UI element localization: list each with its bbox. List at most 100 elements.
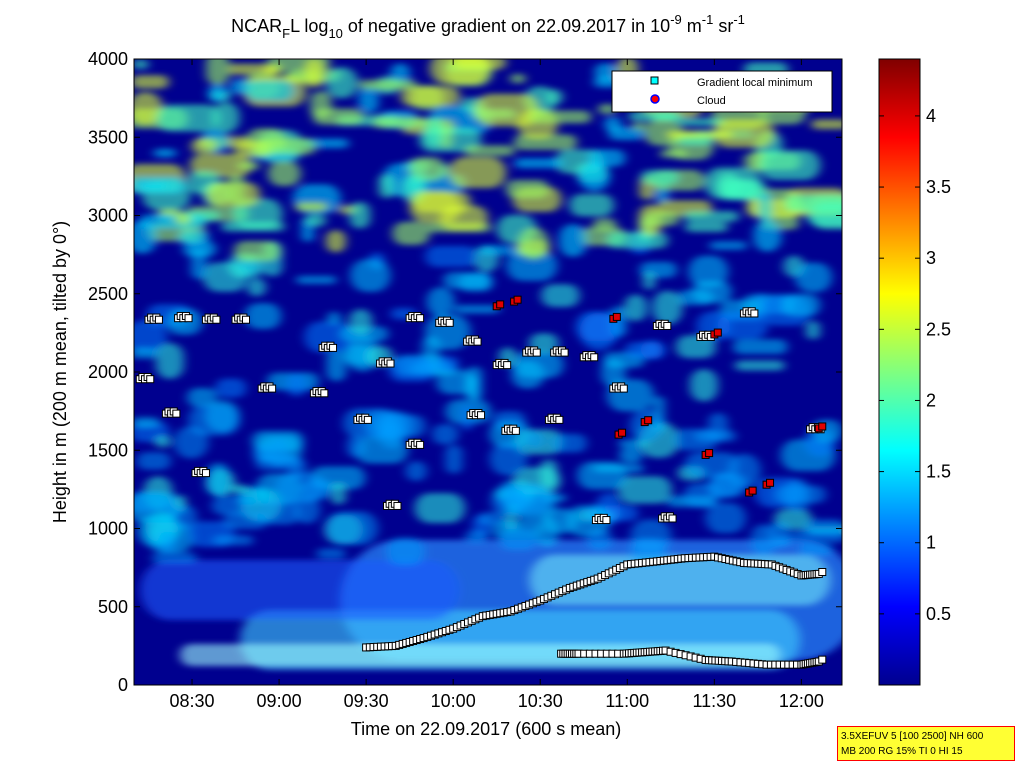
y-tick-label: 4000 bbox=[88, 49, 128, 69]
heat-cell bbox=[211, 496, 256, 515]
x-axis-label: Time on 22.09.2017 (600 s mean) bbox=[351, 719, 622, 739]
heat-cell bbox=[134, 320, 168, 354]
heat-cell bbox=[541, 284, 580, 307]
cloud-marker bbox=[713, 328, 722, 337]
heat-cell bbox=[625, 342, 665, 359]
heat-cell bbox=[187, 388, 217, 407]
heat-cell bbox=[134, 347, 158, 359]
heat-cell bbox=[454, 304, 500, 314]
marker-layer bbox=[135, 295, 827, 669]
heat-cell bbox=[244, 303, 282, 330]
heat-cell bbox=[518, 227, 549, 261]
heat-cell bbox=[758, 192, 772, 223]
heat-cell bbox=[514, 158, 563, 169]
y-axis: 0 500 1000 1500 2000 2500 3000 3500 4000 bbox=[88, 49, 842, 695]
gradient-minimum-marker bbox=[386, 359, 395, 368]
heat-cell bbox=[506, 250, 558, 281]
heat-cell bbox=[586, 528, 613, 551]
heat-cell bbox=[717, 311, 769, 340]
heat-cell bbox=[784, 194, 842, 212]
info-line-1: 3.5XEFUV 5 [100 2500] NH 600 bbox=[841, 731, 984, 742]
heat-cell bbox=[346, 434, 366, 458]
heat-cell bbox=[386, 537, 425, 566]
heat-cell bbox=[753, 220, 782, 252]
heat-cell bbox=[326, 349, 347, 382]
heat-cell bbox=[707, 473, 741, 499]
heat-cell bbox=[358, 85, 379, 114]
heat-cell bbox=[466, 375, 478, 400]
heat-cell bbox=[152, 552, 197, 564]
heat-cell bbox=[359, 79, 417, 90]
gradient-minimum-marker bbox=[818, 568, 827, 577]
heat-cell bbox=[174, 505, 197, 531]
gradient-minimum-marker bbox=[503, 361, 512, 370]
heat-cell bbox=[134, 492, 168, 513]
heat-cell bbox=[673, 428, 718, 451]
colorbar-tick-label: 2.5 bbox=[926, 319, 951, 339]
x-tick-label: 10:00 bbox=[431, 691, 476, 711]
heat-cell bbox=[798, 542, 834, 557]
gradient-minimum-marker bbox=[416, 440, 425, 449]
heat-cell bbox=[660, 149, 687, 158]
heat-cell bbox=[213, 535, 253, 546]
heat-cell bbox=[208, 83, 228, 102]
heat-cell bbox=[510, 73, 526, 84]
heat-cell bbox=[443, 272, 492, 289]
gradient-minimum-marker bbox=[445, 318, 454, 327]
heat-cell bbox=[159, 531, 176, 554]
y-tick-label: 3000 bbox=[88, 206, 128, 226]
heat-cell bbox=[805, 320, 821, 340]
y-tick-label: 1000 bbox=[88, 519, 128, 539]
heat-cell bbox=[525, 431, 545, 449]
heat-cell bbox=[795, 262, 832, 293]
heat-cell bbox=[349, 309, 373, 335]
heat-cell bbox=[578, 161, 610, 192]
heat-cell bbox=[705, 503, 746, 534]
colorbar-ticks: 0.5 1 1.5 2 2.5 3 3.5 4 bbox=[879, 106, 951, 624]
heat-cell bbox=[349, 201, 371, 229]
gradient-minimum-marker bbox=[184, 314, 193, 323]
heat-cell bbox=[388, 356, 436, 382]
heat-cell bbox=[425, 245, 477, 267]
colorbar: 0.5 1 1.5 2 2.5 3 3.5 4 bbox=[878, 58, 951, 686]
heat-cell bbox=[811, 119, 842, 130]
gradient-minimum-marker bbox=[668, 514, 677, 523]
heat-cell bbox=[285, 373, 308, 397]
cloud-marker bbox=[618, 428, 627, 437]
cloud-marker bbox=[612, 312, 621, 321]
heat-cell bbox=[183, 241, 216, 257]
gradient-minimum-marker bbox=[154, 315, 163, 324]
gradient-minimum-marker bbox=[663, 321, 672, 330]
heat-cell bbox=[153, 148, 177, 158]
cloud-marker bbox=[748, 486, 757, 495]
heat-cell bbox=[684, 452, 739, 478]
y-tick-label: 500 bbox=[98, 597, 128, 617]
gradient-minimum-marker bbox=[363, 415, 372, 424]
y-tick-label: 2500 bbox=[88, 284, 128, 304]
chart-title: NCARFL log10 of negative gradient on 22.… bbox=[231, 12, 745, 41]
heat-cell bbox=[230, 79, 251, 95]
heat-cell bbox=[296, 275, 337, 284]
heat-cell bbox=[373, 116, 427, 129]
heat-cell bbox=[426, 287, 455, 317]
heat-cell bbox=[617, 476, 673, 504]
heat-cell bbox=[310, 90, 332, 119]
heat-cell bbox=[513, 351, 564, 378]
heat-cell bbox=[652, 112, 683, 122]
heat-cell bbox=[464, 145, 515, 157]
heat-cell bbox=[378, 173, 395, 199]
heat-cell bbox=[211, 102, 240, 133]
x-axis: 08:30 09:00 09:30 10:00 10:30 11:00 11:30 12:00 bbox=[170, 59, 824, 711]
heat-cell bbox=[304, 321, 353, 353]
heat-cell bbox=[781, 293, 821, 317]
gradient-minimum-marker bbox=[477, 411, 486, 420]
gradient-minimum-marker bbox=[201, 469, 210, 478]
heat-cell bbox=[252, 444, 274, 463]
gradient-minimum-marker bbox=[560, 348, 569, 357]
cloud-marker bbox=[513, 295, 522, 304]
heatmap-field bbox=[134, 59, 842, 670]
heat-cell bbox=[489, 442, 528, 476]
heat-cell bbox=[652, 290, 683, 325]
heat-cell bbox=[237, 161, 260, 171]
heat-cell bbox=[505, 179, 550, 199]
